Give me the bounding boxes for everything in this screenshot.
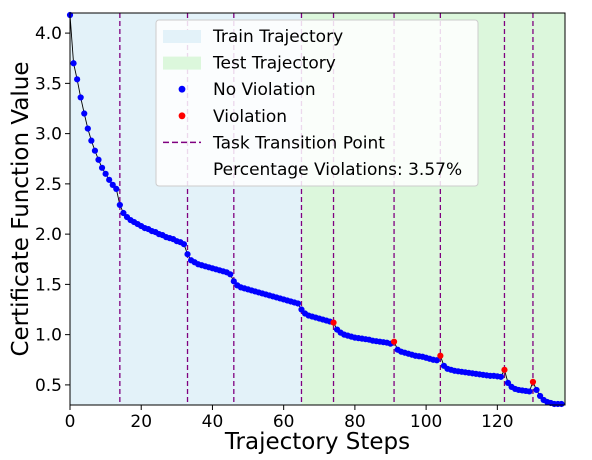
point-no-violation	[498, 374, 504, 380]
y-tick-label: 1.5	[35, 275, 62, 295]
point-no-violation	[295, 300, 301, 306]
point-violation	[530, 379, 536, 385]
x-axis-label: Trajectory Steps	[224, 429, 410, 455]
point-violation	[330, 319, 336, 325]
legend: Train Trajectory Test Trajectory No Violat…	[156, 20, 478, 186]
point-no-violation	[88, 138, 94, 144]
point-no-violation	[227, 271, 233, 277]
y-tick-label: 2.5	[35, 175, 62, 195]
legend-note: Percentage Violations: 3.57%	[213, 160, 462, 180]
y-axis-ticks: 0.5 1.0 1.5 2.0 2.5 3.0 3.5 4.0	[35, 24, 70, 396]
point-no-violation	[113, 186, 119, 192]
y-tick-label: 3.0	[35, 125, 62, 145]
x-tick-label: 100	[410, 412, 442, 432]
y-tick-label: 4.0	[35, 24, 62, 44]
legend-label: No Violation	[213, 80, 316, 100]
point-no-violation	[181, 241, 187, 247]
point-no-violation	[106, 177, 112, 183]
point-no-violation	[70, 60, 76, 66]
point-no-violation	[78, 94, 84, 100]
point-no-violation	[85, 125, 91, 131]
point-no-violation	[558, 401, 564, 407]
point-no-violation	[103, 171, 109, 177]
x-tick-label: 120	[481, 412, 513, 432]
y-tick-label: 1.0	[35, 326, 62, 346]
point-violation	[501, 367, 507, 373]
point-no-violation	[92, 148, 98, 154]
x-tick-label: 0	[65, 412, 76, 432]
legend-swatch	[163, 57, 201, 70]
y-tick-label: 3.5	[35, 74, 62, 94]
point-no-violation	[99, 165, 105, 171]
legend-label: Test Trajectory	[212, 54, 336, 74]
point-no-violation	[184, 251, 190, 257]
legend-label: Train Trajectory	[212, 27, 343, 47]
legend-label: Task Transition Point	[212, 133, 385, 153]
point-no-violation	[533, 387, 539, 393]
legend-label: Violation	[213, 107, 287, 127]
x-tick-label: 40	[202, 412, 224, 432]
y-tick-label: 2.0	[35, 225, 62, 245]
point-violation	[391, 339, 397, 345]
x-axis-ticks: 0 20 40 60 80 100 120	[65, 405, 514, 432]
y-tick-label: 0.5	[35, 376, 62, 396]
point-no-violation	[81, 110, 87, 116]
point-no-violation	[74, 76, 80, 82]
point-no-violation	[526, 388, 532, 394]
x-tick-label: 20	[130, 412, 152, 432]
point-violation	[437, 353, 443, 359]
point-no-violation	[95, 157, 101, 163]
legend-swatch	[163, 30, 201, 43]
point-no-violation	[117, 202, 123, 208]
y-axis-label: Certificate Function Value	[8, 61, 34, 356]
legend-marker	[179, 86, 186, 93]
legend-marker	[179, 112, 186, 119]
